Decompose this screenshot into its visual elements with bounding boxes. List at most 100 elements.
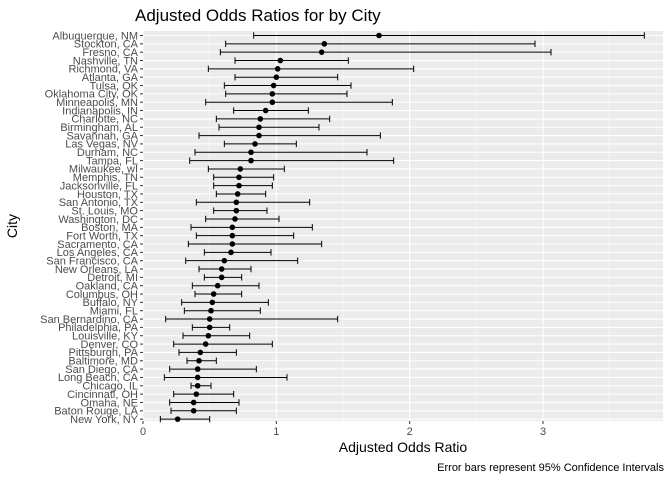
estimate-point — [321, 41, 328, 47]
estimate-point — [206, 324, 213, 331]
y-tick-label: Cincinnati, OH — [67, 389, 138, 401]
estimate-point — [269, 91, 276, 97]
y-tick-label: Charlotte, NC — [71, 114, 138, 126]
estimate-point — [270, 82, 277, 89]
y-tick-label: Richmond, VA — [69, 64, 139, 76]
errorbar-group — [169, 399, 240, 406]
errorbar-group — [223, 140, 297, 148]
errorbar-group — [191, 282, 260, 289]
y-tick-label: Los Angeles, CA — [57, 247, 139, 259]
y-tick-label: Tampa, FL — [86, 155, 138, 167]
errorbar-group — [213, 182, 273, 189]
errorbar-group — [195, 232, 295, 239]
errorbar-group — [191, 324, 231, 331]
y-tick-label: Nashville, TN — [73, 55, 138, 67]
estimate-point — [233, 207, 240, 214]
y-tick-label: Denver, CO — [81, 339, 139, 351]
y-tick-label: Philadelphia, PA — [58, 322, 139, 334]
estimate-point — [252, 141, 258, 147]
estimate-point — [274, 66, 281, 72]
errorbar-group — [234, 74, 339, 81]
errorbar-group — [203, 249, 272, 256]
estimate-point — [197, 349, 204, 356]
caption: Error bars represent 95% Confidence Inte… — [437, 462, 664, 474]
y-tick-label: New York, NY — [70, 414, 139, 426]
errorbar-group — [185, 257, 299, 264]
estimate-point — [210, 291, 217, 297]
estimate-point — [194, 374, 201, 381]
errorbar-group — [198, 132, 381, 139]
estimate-point — [232, 216, 238, 222]
y-tick-label: Fort Worth, TX — [66, 230, 138, 242]
errorbar-group — [225, 90, 348, 98]
estimate-point — [205, 332, 212, 339]
x-tick-label: 1 — [273, 426, 279, 438]
errorbar-group — [215, 115, 331, 123]
errorbar-group — [195, 199, 311, 206]
estimate-point — [248, 157, 254, 164]
y-tick-label: San Bernardino, CA — [40, 314, 138, 326]
errorbar-group — [189, 157, 395, 164]
errorbar-group — [198, 265, 252, 273]
estimate-point — [228, 249, 234, 256]
errorbar-group — [178, 349, 237, 356]
errorbar-group — [253, 32, 645, 39]
estimate-point — [256, 124, 262, 131]
estimate-point — [194, 366, 201, 372]
x-tick-label: 0 — [140, 426, 146, 438]
y-tick-label: Baltimore, MD — [68, 356, 138, 368]
errorbar-group — [213, 174, 275, 181]
estimate-point — [196, 357, 202, 364]
y-tick-label: Miami, FL — [90, 306, 138, 318]
estimate-point — [262, 107, 269, 114]
estimate-point — [202, 341, 209, 347]
y-tick-label: Detroit, MI — [87, 272, 138, 284]
errorbar-group — [165, 315, 339, 323]
errorbar-group — [181, 299, 269, 306]
estimate-point — [236, 174, 242, 181]
errorbar-group — [225, 40, 536, 48]
errorbar-group — [169, 365, 257, 373]
y-tick-label: Buffalo, NY — [83, 297, 139, 309]
chart-title: Adjusted Odds Ratios for by City — [135, 6, 381, 25]
y-tick-label: Chicago, IL — [82, 381, 138, 393]
estimate-point — [218, 266, 225, 272]
x-axis-ticks: 0 1 2 3 — [140, 421, 546, 438]
y-tick-label: New Orleans, LA — [55, 264, 139, 276]
x-tick-label: 2 — [407, 426, 413, 438]
y-tick-label: Washington, DC — [58, 214, 138, 226]
estimate-point — [236, 182, 242, 189]
estimate-point — [190, 408, 197, 414]
errorbar-group — [187, 240, 323, 248]
y-tick-label: Minneapolis, MN — [56, 97, 138, 109]
errorbar-group — [182, 332, 251, 339]
estimate-point — [221, 257, 228, 264]
errorbar-group — [159, 415, 211, 423]
y-tick-label: Memphis, TN — [73, 172, 138, 184]
estimate-point — [206, 316, 213, 322]
errorbar-group — [213, 207, 268, 214]
estimate-point — [229, 224, 236, 231]
estimate-point — [193, 391, 200, 397]
y-tick-label: San Diego, CA — [65, 364, 138, 376]
errorbar-group — [173, 340, 273, 348]
errorbar-group — [194, 149, 368, 156]
x-axis-title: Adjusted Odds Ratio — [339, 439, 468, 455]
estimate-point — [229, 232, 236, 239]
estimate-point — [277, 57, 284, 64]
errorbar-group — [190, 382, 212, 389]
y-tick-label: San Francisco, CA — [46, 255, 138, 267]
y-tick-label: Columbus, OH — [66, 289, 138, 301]
estimate-point — [318, 49, 325, 55]
y-tick-label: St. Louis, MO — [71, 205, 138, 217]
errorbar-group — [190, 224, 313, 231]
plot-panel — [143, 31, 663, 421]
y-tick-label: Durham, NC — [77, 147, 138, 159]
estimate-point — [209, 299, 216, 306]
estimate-point — [233, 199, 240, 206]
y-tick-label: Boston, MA — [81, 222, 139, 234]
y-tick-label: Pittsburgh, PA — [69, 347, 139, 359]
y-axis-title: City — [4, 214, 20, 238]
y-tick-label: Long Beach, CA — [58, 372, 139, 384]
